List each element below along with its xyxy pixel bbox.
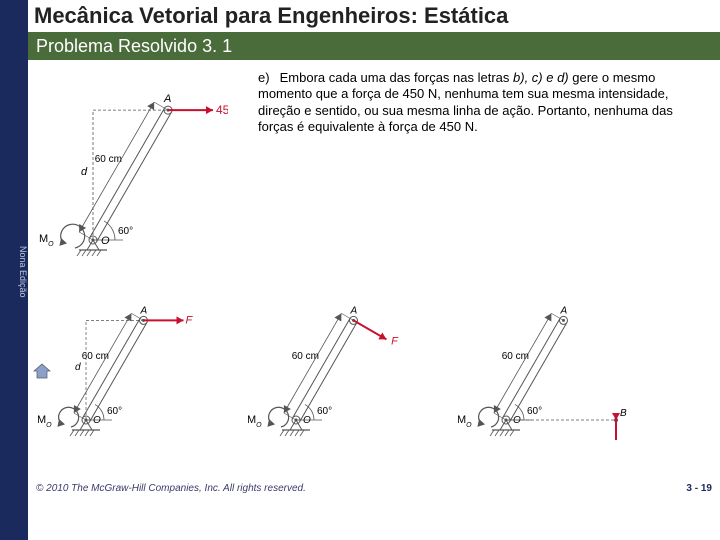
problem-heading: Problema Resolvido 3. 1 [28, 32, 720, 60]
svg-text:60°: 60° [118, 226, 133, 237]
copyright-text: © 2010 The McGraw-Hill Companies, Inc. A… [36, 483, 306, 494]
book-title: Mecânica Vetorial para Engenheiros: Está… [28, 0, 720, 32]
spine-text: Nona Edição [18, 246, 28, 298]
svg-text:A: A [163, 93, 171, 105]
small-diagram-3: 60 cm 60° A O MO B 1.080 N [458, 280, 658, 440]
small-diagram-2: 60 cm 60° A O MO F [248, 280, 418, 440]
svg-text:60 cm: 60 cm [95, 154, 122, 165]
svg-text:d: d [81, 166, 88, 178]
svg-text:O: O [93, 415, 101, 426]
svg-text:F: F [186, 314, 194, 326]
svg-text:A: A [560, 305, 568, 316]
para-pre: Embora cada uma das forças nas letras [280, 70, 513, 85]
page-number: 3 - 19 [686, 483, 712, 494]
body-area: e) Embora cada uma das forças nas letras… [28, 60, 720, 500]
main-diagram-svg: 60 cm 60° 450 N d A O MO [38, 65, 228, 260]
footer: © 2010 The McGraw-Hill Companies, Inc. A… [36, 483, 712, 494]
small-diagram-3-svg: 60 cm 60° A O MO B 1.080 N [458, 280, 658, 440]
svg-text:O: O [303, 415, 311, 426]
svg-text:60 cm: 60 cm [502, 351, 529, 362]
svg-text:60°: 60° [527, 406, 542, 417]
para-italic: b), c) e d) [513, 70, 569, 85]
svg-text:F: F [391, 335, 399, 347]
svg-text:B: B [620, 408, 627, 419]
item-marker: e) [258, 70, 276, 86]
svg-text:MO: MO [248, 414, 262, 429]
subtitle-text: Problema Resolvido 3. 1 [36, 36, 232, 57]
small-diagram-1: 60 cm60°AOMOFd [38, 280, 208, 440]
svg-text:A: A [350, 305, 358, 316]
svg-text:60°: 60° [107, 406, 122, 417]
svg-text:MO: MO [458, 414, 472, 429]
edition-spine: Nona Edição [0, 0, 28, 540]
title-text: Mecânica Vetorial para Engenheiros: Está… [34, 3, 508, 29]
svg-text:A: A [140, 305, 148, 316]
svg-text:60 cm: 60 cm [292, 351, 319, 362]
svg-text:450 N: 450 N [216, 103, 228, 117]
svg-text:1.080 N: 1.080 N [622, 439, 658, 440]
answer-paragraph: e) Embora cada uma das forças nas letras… [258, 70, 698, 135]
svg-text:O: O [101, 235, 110, 247]
svg-text:MO: MO [38, 414, 52, 429]
svg-text:MO: MO [39, 233, 54, 248]
svg-text:d: d [75, 362, 81, 373]
main-diagram: 60 cm 60° 450 N d A O MO [38, 65, 228, 260]
small-diagram-2-svg: 60 cm 60° A O MO F [248, 280, 418, 440]
svg-text:O: O [513, 415, 521, 426]
small-diagram-1-svg: 60 cm60°AOMOFd [38, 280, 208, 440]
home-icon[interactable] [32, 362, 52, 380]
svg-text:60°: 60° [317, 406, 332, 417]
page-content: Mecânica Vetorial para Engenheiros: Está… [28, 0, 720, 540]
